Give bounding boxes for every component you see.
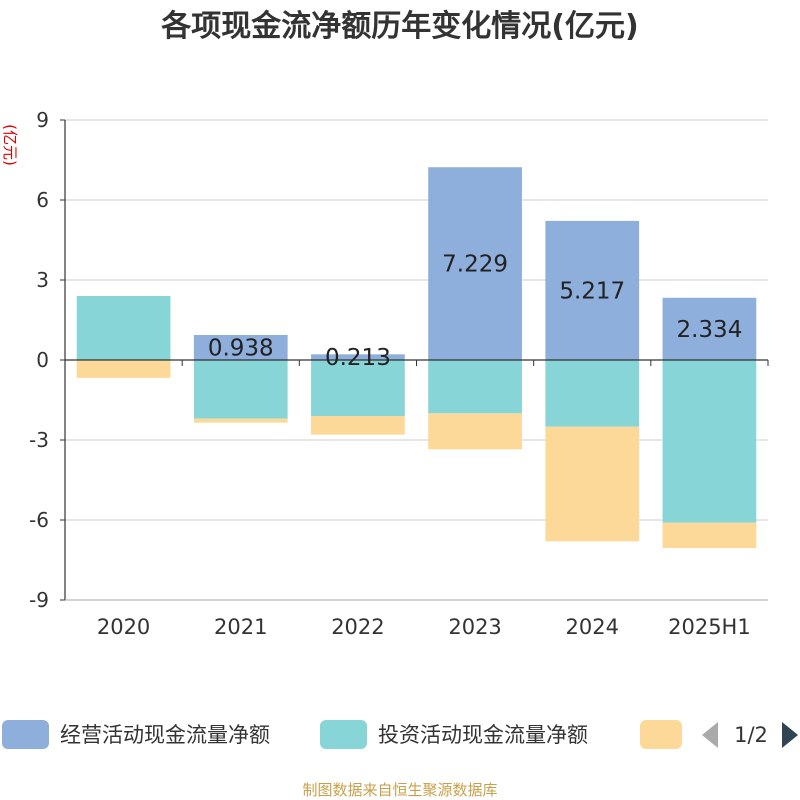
y-tick-label: -9	[29, 588, 49, 612]
y-axis-label: (亿元)	[1, 124, 19, 166]
bar-2021-series-2	[193, 360, 288, 419]
bar-2021-series-3	[193, 418, 288, 423]
bar-2022-series-3	[311, 416, 405, 435]
data-label: 0.213	[325, 345, 391, 371]
y-tick-label: -6	[29, 508, 49, 532]
x-tick-label: 2021	[214, 615, 267, 639]
legend-prev-icon[interactable]	[702, 722, 718, 748]
data-label: 2.334	[676, 317, 742, 343]
y-tick-label: -3	[29, 428, 49, 452]
bar-2025H1-series-2	[662, 360, 757, 523]
data-label: 5.217	[559, 278, 625, 304]
legend-label-1[interactable]: 经营活动现金流量净额	[60, 723, 270, 747]
chart-title: 各项现金流净额历年变化情况(亿元)	[160, 9, 638, 44]
bar-2024-series-2	[545, 360, 640, 427]
legend-swatch-3[interactable]	[640, 720, 682, 749]
legend-label-2[interactable]: 投资活动现金流量净额	[378, 723, 588, 747]
bar-2020-series-2	[76, 296, 171, 360]
bar-2025H1-series-3	[662, 522, 757, 548]
legend-swatch-1[interactable]	[2, 720, 49, 749]
y-tick-label: 0	[36, 348, 49, 372]
bar-2023-series-3	[428, 413, 522, 450]
legend-swatch-2[interactable]	[320, 720, 367, 749]
x-tick-label: 2025H1	[668, 615, 751, 639]
bars	[76, 167, 757, 548]
x-tick-label: 2024	[566, 615, 619, 639]
y-tick-label: 3	[36, 268, 49, 292]
source-note: 制图数据来自恒生聚源数据库	[302, 781, 497, 799]
x-tick-label: 2020	[97, 615, 150, 639]
bar-2023-series-1	[428, 167, 522, 360]
bar-2021-series-1	[193, 334, 288, 360]
axes: 9 6 3 0 -3 -6 -9 2020 2021 2022 2023 2024 2025H1	[29, 108, 769, 639]
data-labels: 0.938 0.213 7.229 5.217 2.334	[208, 252, 743, 372]
x-tick-label: 2022	[331, 615, 384, 639]
bar-2022-series-2	[311, 360, 405, 416]
bar-2023-series-2	[428, 360, 522, 414]
y-tick-label: 6	[36, 188, 49, 212]
bar-2020-series-3	[76, 360, 171, 378]
y-tick-label: 9	[36, 108, 49, 132]
bar-2025H1-series-1	[662, 297, 757, 360]
x-tick-label: 2023	[448, 615, 501, 639]
legend-page-indicator: 1/2	[734, 723, 768, 747]
bar-2024-series-1	[545, 220, 640, 360]
legend-next-icon[interactable]	[782, 722, 798, 748]
data-label: 7.229	[442, 252, 508, 278]
bar-2024-series-3	[545, 426, 640, 542]
bar-2022-series-1	[311, 354, 405, 360]
legend: 经营活动现金流量净额 投资活动现金流量净额 1/2	[2, 720, 798, 749]
data-label: 0.938	[208, 335, 274, 361]
